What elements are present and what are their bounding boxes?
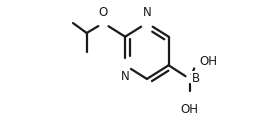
Text: OH: OH	[200, 55, 218, 68]
Text: O: O	[99, 6, 108, 19]
Text: N: N	[121, 70, 130, 83]
Text: N: N	[143, 6, 151, 19]
Text: B: B	[192, 72, 200, 85]
Text: OH: OH	[181, 103, 199, 116]
